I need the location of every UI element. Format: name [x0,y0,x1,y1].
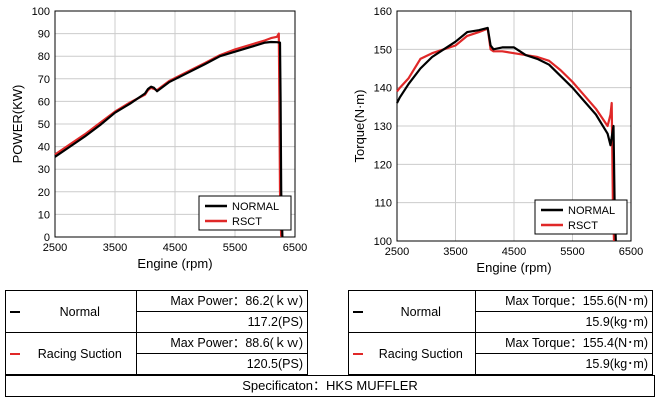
torque-xtick-label: 6500 [619,246,643,258]
torque-x-axis-label: Engine (rpm) [476,260,551,275]
torque-ytick-label: 150 [374,44,392,56]
rsct-max-torque-nm: Max Torque：155.4(N･m) [474,332,654,354]
rsct-max-torque-kgm: 15.9(kg･m) [474,353,654,375]
power-legend-box [198,195,292,231]
rsct-name: Racing Suction [367,332,476,375]
specification-footer: Specificaton：HKS MUFFLER [5,375,655,397]
power-legend-label-normal: NORMAL [232,201,279,213]
power-ytick-label: 100 [32,6,50,18]
power-ytick-label: 60 [38,96,50,108]
power-xtick-label: 6500 [283,242,307,254]
power-xtick-label: 3500 [103,242,127,254]
rsct-line-symbol [10,353,20,356]
rsct-line-symbol [353,353,363,356]
normal-symbol [5,290,24,333]
rsct-symbol [348,332,367,375]
torque-ytick-label: 130 [374,121,392,133]
normal-max-power-ps: 117.2(PS) [135,311,309,333]
normal-name: Normal [24,290,137,333]
torque-spec-table: Normal Max Torque：155.6(N･m) 15.9(kg･m) … [348,290,654,375]
power-ytick-label: 0 [44,232,50,244]
normal-name: Normal [367,290,476,333]
normal-max-torque-nm: Max Torque：155.6(N･m) [474,290,654,312]
power-spec-table: Normal Max Power：86.2(ｋｗ) 117.2(PS) Raci… [5,290,309,375]
rsct-name: Racing Suction [24,332,137,375]
power-chart: 0 10 20 30 40 50 60 70 80 90 100 2500 3500 4500 5500 65… [10,6,307,271]
normal-line-symbol [10,311,20,314]
power-ytick-label: 90 [38,29,50,41]
power-xtick-label: 4500 [163,242,187,254]
power-ytick-label: 50 [38,119,50,131]
power-xtick-label: 2500 [43,242,67,254]
torque-ytick-label: 100 [374,236,392,248]
torque-ytick-label: 120 [374,159,392,171]
rsct-symbol [5,332,24,375]
torque-xtick-label: 4500 [502,246,526,258]
power-ytick-label: 40 [38,142,50,154]
torque-legend-box [534,199,628,235]
torque-xtick-label: 3500 [443,246,467,258]
torque-ytick-label: 110 [374,198,392,210]
torque-plot-frame [396,10,632,242]
torque-legend-label-normal: NORMAL [568,205,615,217]
torque-chart: 100 110 120 130 140 150 160 2500 3500 4500 5500 650… [352,6,643,275]
power-xtick-label: 5500 [223,242,247,254]
power-ytick-label: 30 [38,164,50,176]
rsct-max-power-kw: Max Power：88.6(ｋｗ) [135,332,309,354]
power-y-axis-label: POWER(KW) [10,85,25,164]
torque-series-rsct [396,27,616,242]
torque-series-normal [396,26,617,242]
power-series-normal [54,40,284,238]
normal-max-torque-kgm: 15.9(kg･m) [474,311,654,333]
power-legend-label-rsct: RSCT [232,216,262,228]
torque-ytick-label: 160 [374,6,392,18]
torque-xtick-label: 5500 [560,246,584,258]
power-ytick-label: 80 [38,51,50,63]
normal-max-power-kw: Max Power：86.2(ｋｗ) [135,290,309,312]
power-plot-frame [54,10,296,238]
normal-line-symbol [353,311,363,314]
power-ytick-label: 10 [38,209,50,221]
rsct-max-power-ps: 120.5(PS) [135,353,309,375]
torque-legend-label-rsct: RSCT [568,220,598,232]
power-ytick-label: 20 [38,187,50,199]
torque-xtick-label: 2500 [385,246,409,258]
normal-symbol [348,290,367,333]
power-ytick-label: 70 [38,74,50,86]
torque-y-axis-label: Torque(N·m) [352,90,367,163]
power-x-axis-label: Engine (rpm) [137,256,212,271]
torque-ytick-label: 140 [374,83,392,95]
